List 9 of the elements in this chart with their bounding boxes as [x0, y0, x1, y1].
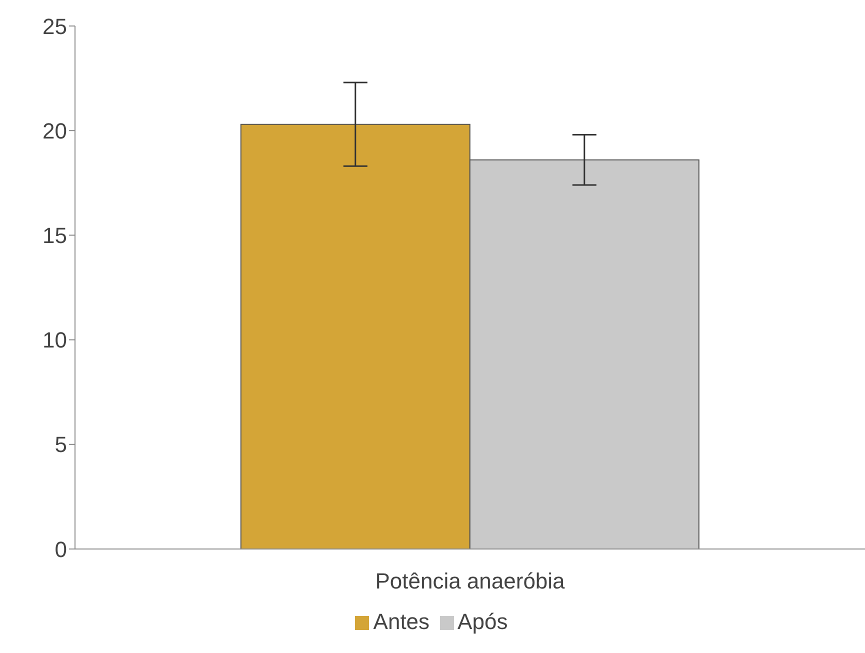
- y-tick-label: 5: [54, 432, 67, 458]
- legend-label: Após: [458, 609, 508, 634]
- y-tick-label: 15: [42, 223, 67, 248]
- y-tick-label: 0: [54, 536, 67, 562]
- y-tick-label: 10: [42, 328, 67, 353]
- y-tick-label: 25: [42, 14, 67, 39]
- y-tick-label: 20: [42, 118, 67, 144]
- legend-label: Antes: [373, 609, 430, 634]
- x-tick-label: Potência anaeróbia: [375, 568, 566, 594]
